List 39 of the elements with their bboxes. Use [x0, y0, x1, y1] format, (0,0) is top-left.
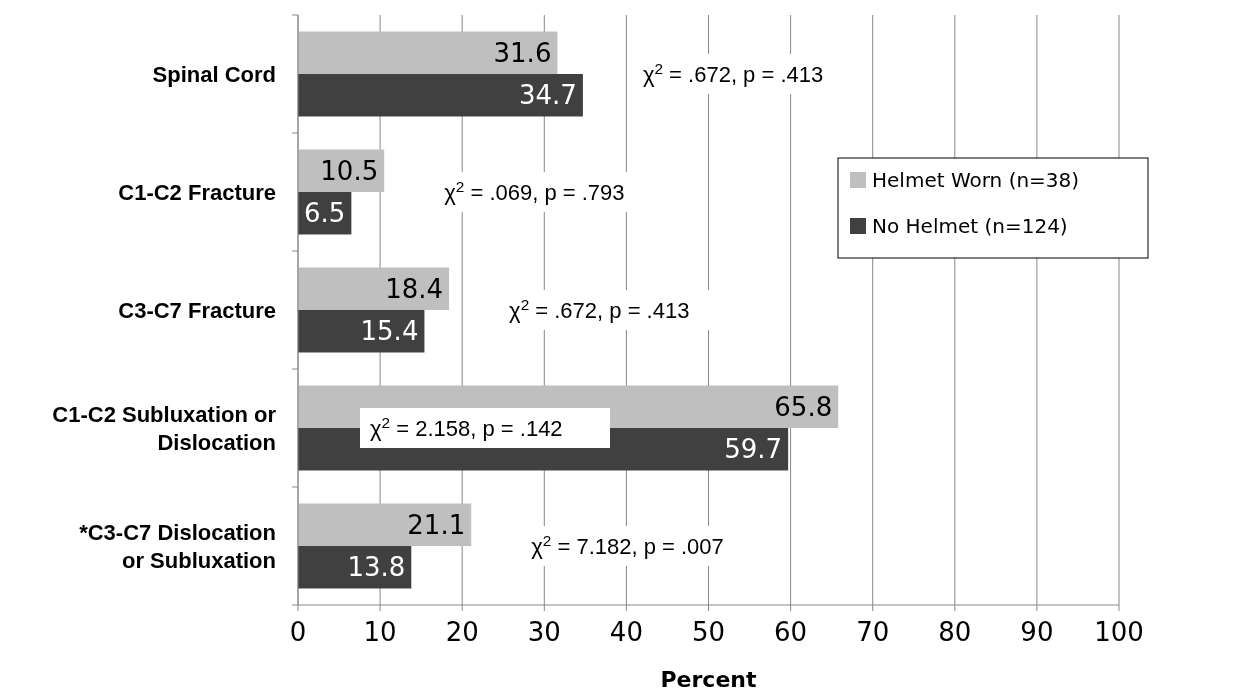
data-label: 18.4: [385, 273, 444, 304]
y-tick-label: *C3-C7 Dislocation or Subluxation: [79, 519, 276, 573]
annotation: χ$^{2}$ = 7.182, p = .007: [531, 531, 724, 559]
annotation: χ$^{2}$ = 2.158, p = .142: [370, 413, 563, 441]
x-tick-label: 10: [363, 617, 397, 647]
y-tick-label: C1-C2 Subluxation or Dislocation: [52, 401, 277, 455]
x-tick-label: 50: [691, 617, 726, 647]
x-tick-label: 100: [1094, 617, 1144, 647]
x-tick-label: 20: [445, 617, 479, 647]
y-tick-label: C3-C7 Fracture: [118, 297, 276, 323]
legend-label: No Helmet (n=124): [872, 214, 1068, 238]
x-tick-label: 70: [856, 617, 890, 647]
bar: [298, 267, 450, 310]
x-tick-label: 80: [938, 617, 972, 647]
data-label: 31.6: [493, 37, 552, 68]
x-tick-label: 0: [289, 617, 307, 647]
legend-label: Helmet Worn (n=38): [872, 168, 1080, 192]
data-label: 15.4: [360, 316, 419, 347]
bar: [298, 503, 472, 546]
bar: [298, 31, 558, 74]
data-label: 21.1: [407, 509, 466, 540]
annotation: χ$^{2}$ = .672, p = .413: [509, 295, 690, 323]
bar: [298, 310, 425, 353]
data-label: 6.5: [304, 198, 346, 229]
annotation: χ$^{2}$ = .069, p = .793: [444, 177, 625, 205]
data-label: 59.7: [724, 434, 783, 465]
y-tick-label: Spinal Cord: [152, 61, 276, 87]
data-label: 13.8: [347, 552, 406, 583]
annotation: χ$^{2}$ = .672, p = .413: [642, 59, 824, 87]
y-tick-label: C1-C2 Fracture: [118, 179, 276, 205]
data-label: 10.5: [320, 155, 379, 186]
x-tick-label: 30: [527, 617, 561, 647]
x-axis-title: Percent: [660, 667, 757, 692]
x-tick-label: 90: [1020, 617, 1054, 647]
bar: [298, 74, 583, 117]
data-label: 34.7: [519, 80, 577, 111]
x-tick-label: 60: [774, 617, 808, 647]
x-tick-label: 40: [609, 617, 643, 647]
data-label: 65.8: [774, 391, 833, 422]
